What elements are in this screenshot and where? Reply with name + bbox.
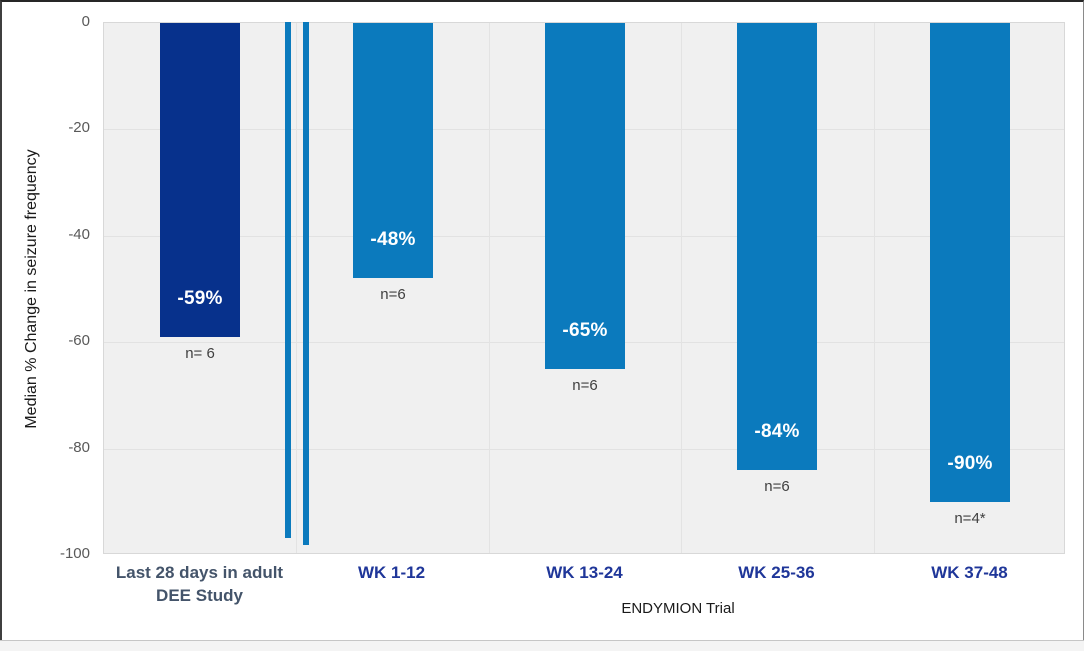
category-label: WK 37-48 xyxy=(931,563,1008,582)
category-label: Last 28 days in adult DEE Study xyxy=(115,563,284,605)
bottom-strip xyxy=(0,640,1084,651)
category-label: WK 25-36 xyxy=(738,563,815,582)
bar-value-label: -65% xyxy=(562,320,608,341)
bar: -48% xyxy=(353,23,433,278)
group-axis-label: ENDYMION Trial xyxy=(621,600,735,617)
n-label: n=4* xyxy=(954,510,986,527)
y-tick-label: -80 xyxy=(68,439,90,456)
bar-value-label: -48% xyxy=(370,229,416,250)
bar-value-label: -84% xyxy=(754,421,800,442)
y-tick-label: -100 xyxy=(59,545,90,562)
gridline-vertical xyxy=(681,23,682,553)
bar-value-label: -90% xyxy=(947,453,993,474)
bar: -84% xyxy=(737,23,817,470)
y-tick-label: 0 xyxy=(81,13,90,30)
plot-area: -59% n= 6 -48% n=6 -65% n=6 -84% n=6 -90% n=4* xyxy=(103,22,1065,554)
n-label: n=6 xyxy=(764,478,790,495)
y-tick-label: -40 xyxy=(68,226,90,243)
bar: -90% xyxy=(930,23,1010,502)
category-label: WK 13-24 xyxy=(546,563,623,582)
category-label: WK 1-12 xyxy=(357,563,426,582)
y-axis-title: Median % Change in seizure frequency xyxy=(23,149,40,429)
n-label: n=6 xyxy=(572,377,598,394)
gridline-vertical xyxy=(296,23,297,553)
gridline-vertical xyxy=(489,23,490,553)
bar: -65% xyxy=(545,23,625,369)
axis-break-mark xyxy=(303,22,309,545)
y-tick-label: -60 xyxy=(68,332,90,349)
bar: -59% xyxy=(160,23,240,337)
n-label: n= 6 xyxy=(185,345,215,362)
y-tick-label: -20 xyxy=(68,119,90,136)
gridline-horizontal xyxy=(104,448,1064,450)
n-label: n=6 xyxy=(380,286,406,303)
axis-break-mark xyxy=(285,22,291,538)
bar-value-label: -59% xyxy=(177,288,223,309)
gridline-vertical xyxy=(874,23,875,553)
